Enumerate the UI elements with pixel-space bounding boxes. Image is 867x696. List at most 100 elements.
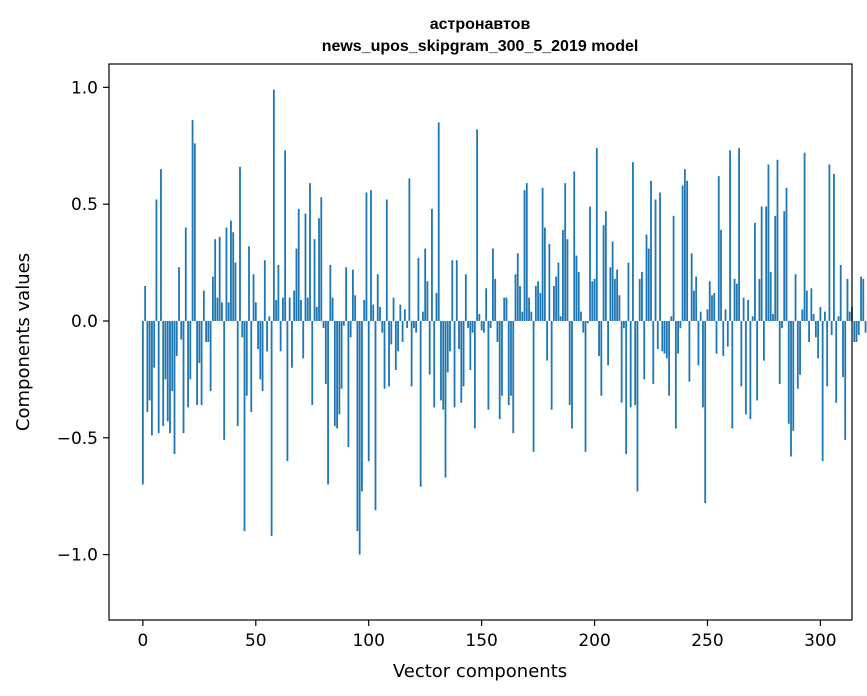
bar-84 xyxy=(331,297,334,321)
bar-266 xyxy=(742,297,745,321)
chart-title: астронавтов xyxy=(430,16,531,33)
bar-61 xyxy=(279,320,282,352)
bar-203 xyxy=(600,320,603,396)
bar-239 xyxy=(681,185,684,321)
bar-63 xyxy=(284,150,287,321)
x-tick-label: 250 xyxy=(691,631,723,651)
bar-107 xyxy=(383,320,386,389)
bar-54 xyxy=(263,260,266,321)
bar-60 xyxy=(277,264,280,321)
bar-152 xyxy=(485,288,488,321)
bar-270 xyxy=(751,316,754,321)
bar-286 xyxy=(787,320,790,424)
bar-160 xyxy=(503,297,506,321)
bar-297 xyxy=(812,313,815,321)
bar-23 xyxy=(193,143,196,321)
y-tick-label: 0.5 xyxy=(71,195,98,215)
bar-106 xyxy=(381,320,384,333)
bar-161 xyxy=(505,297,508,321)
bar-212 xyxy=(620,320,623,403)
bar-34 xyxy=(218,236,221,321)
bar-6 xyxy=(155,199,158,321)
bar-253 xyxy=(713,292,716,321)
bar-249 xyxy=(704,320,707,504)
bar-157 xyxy=(496,320,499,342)
bar-33 xyxy=(216,297,219,321)
bar-227 xyxy=(654,199,657,321)
bar-141 xyxy=(460,320,463,403)
bar-164 xyxy=(512,320,515,434)
bar-199 xyxy=(591,281,594,321)
bar-211 xyxy=(618,295,621,321)
bar-4 xyxy=(151,320,153,436)
bar-124 xyxy=(422,311,424,321)
bar-171 xyxy=(528,297,530,321)
plot-frame xyxy=(108,63,853,621)
bar-181 xyxy=(550,320,553,410)
bar-153 xyxy=(487,320,490,410)
bar-271 xyxy=(753,222,756,321)
bar-143 xyxy=(464,274,467,321)
bar-232 xyxy=(665,320,668,359)
bar-5 xyxy=(153,320,156,368)
bar-240 xyxy=(683,169,686,321)
bar-185 xyxy=(559,316,562,321)
bar-258 xyxy=(724,309,727,321)
bar-65 xyxy=(288,297,291,321)
bar-25 xyxy=(198,320,201,364)
bar-95 xyxy=(356,320,359,532)
bar-257 xyxy=(722,320,725,357)
bar-12 xyxy=(169,320,171,434)
bar-204 xyxy=(602,225,605,321)
bar-103 xyxy=(374,320,377,511)
bar-246 xyxy=(697,320,700,366)
bar-71 xyxy=(302,320,305,359)
bar-196 xyxy=(584,320,587,452)
bar-11 xyxy=(166,320,169,422)
bar-317 xyxy=(857,320,860,335)
bar-144 xyxy=(467,320,469,328)
bar-200 xyxy=(593,278,596,321)
bar-315 xyxy=(853,320,856,342)
bar-155 xyxy=(492,248,494,321)
bar-118 xyxy=(408,178,411,321)
bar-167 xyxy=(519,285,521,321)
bar-36 xyxy=(223,320,226,441)
bar-230 xyxy=(661,320,664,352)
bar-310 xyxy=(842,320,844,378)
y-axis-ticks: −1.0 −0.5 0.0 0.5 1.0 xyxy=(57,78,109,566)
bar-279 xyxy=(772,313,774,321)
bar-108 xyxy=(385,199,388,321)
bar-208 xyxy=(611,241,614,321)
bar-100 xyxy=(367,320,370,462)
bar-173 xyxy=(532,320,535,452)
bar-139 xyxy=(455,260,458,321)
bar-188 xyxy=(566,239,569,321)
y-tick-label: 1.0 xyxy=(71,78,98,98)
bar-133 xyxy=(442,320,445,410)
bar-255 xyxy=(717,176,720,321)
bar-128 xyxy=(431,208,433,321)
bar-198 xyxy=(589,206,591,321)
bar-237 xyxy=(677,320,680,354)
x-tick-label: 0 xyxy=(137,631,148,651)
bar-127 xyxy=(428,320,431,375)
bar-41 xyxy=(234,262,237,321)
bar-214 xyxy=(625,320,628,455)
bar-17 xyxy=(180,320,183,340)
bar-50 xyxy=(254,302,257,321)
bar-172 xyxy=(530,311,533,321)
bar-261 xyxy=(731,320,734,429)
bar-130 xyxy=(435,292,438,321)
bar-105 xyxy=(379,306,381,321)
bar-145 xyxy=(469,320,472,371)
bar-247 xyxy=(699,311,702,321)
bar-38 xyxy=(227,302,230,321)
bar-112 xyxy=(394,320,397,371)
bar-298 xyxy=(814,320,817,338)
bar-96 xyxy=(358,320,361,555)
bar-290 xyxy=(796,320,799,389)
bar-176 xyxy=(539,292,542,321)
bar-186 xyxy=(562,229,564,321)
bar-278 xyxy=(769,271,772,321)
